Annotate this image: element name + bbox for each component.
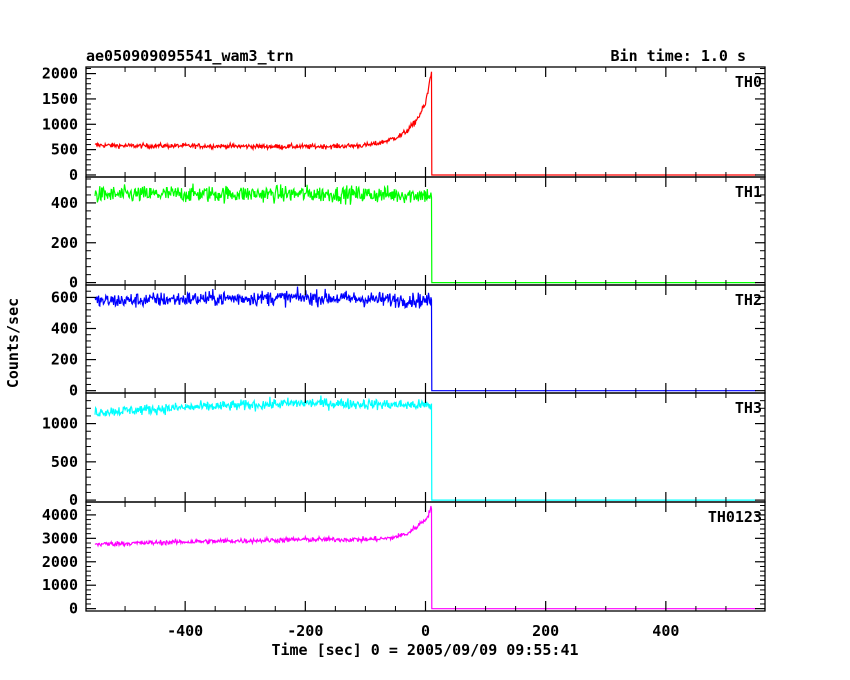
x-axis-label: Time [sec] 0 = 2005/09/09 09:55:41 [271, 641, 578, 659]
y-tick-label: 500 [51, 453, 78, 471]
y-tick-label: 400 [51, 320, 78, 338]
y-tick-label: 200 [51, 351, 78, 369]
x-tick-label: 0 [421, 622, 430, 640]
x-tick-label: 400 [652, 622, 679, 640]
y-tick-label: 2000 [42, 553, 78, 571]
y-axis-label: Counts/sec [4, 298, 22, 388]
x-tick-label: -200 [287, 622, 323, 640]
series-label-th0: TH0 [735, 73, 762, 91]
series-line-th2 [94, 286, 756, 392]
y-tick-label: 1000 [42, 115, 78, 133]
y-tick-label: 1500 [42, 90, 78, 108]
y-tick-label: 400 [51, 194, 78, 212]
figure-title: ae050909095541_wam3_trn [86, 47, 294, 65]
series-label-th0123: TH0123 [708, 508, 762, 526]
panel-th0: 0 500 1000 1500 2000 TH0 [42, 65, 766, 184]
panel-frame [85, 392, 766, 503]
series-line-th0123 [94, 505, 756, 610]
y-tick-label: 1000 [42, 415, 78, 433]
series-label-th1: TH1 [735, 183, 762, 201]
y-tick-label: 3000 [42, 529, 78, 547]
x-tick-label: -400 [167, 622, 203, 640]
panel-th0123: 0 1000 2000 3000 4000 TH0123 [42, 501, 766, 618]
bin-time-label: Bin time: 1.0 s [611, 47, 746, 65]
panel-frame [85, 66, 766, 178]
panel-frame [85, 501, 766, 612]
y-tick-label: 200 [51, 234, 78, 252]
y-tick-label: 600 [51, 288, 78, 306]
y-tick-label: 0 [69, 491, 78, 509]
y-tick-label: 500 [51, 141, 78, 159]
series-line-th0 [94, 71, 756, 176]
y-tick-label: 1000 [42, 576, 78, 594]
x-tick-label: 200 [532, 622, 559, 640]
y-tick-label: 0 [69, 600, 78, 618]
y-tick-label: 4000 [42, 506, 78, 524]
series-label-th2: TH2 [735, 291, 762, 309]
y-tick-label: 0 [69, 274, 78, 292]
panel-th3: 0 500 1000 TH3 [42, 392, 766, 509]
series-line-th1 [94, 183, 756, 284]
panel-th2: 0 200 400 600 TH2 [51, 284, 766, 400]
series-label-th3: TH3 [735, 399, 762, 417]
series-line-th3 [94, 395, 756, 501]
panel-th1: 0 200 400 TH1 [51, 176, 766, 292]
y-tick-label: 0 [69, 382, 78, 400]
y-tick-label: 0 [69, 166, 78, 184]
y-tick-label: 2000 [42, 65, 78, 83]
